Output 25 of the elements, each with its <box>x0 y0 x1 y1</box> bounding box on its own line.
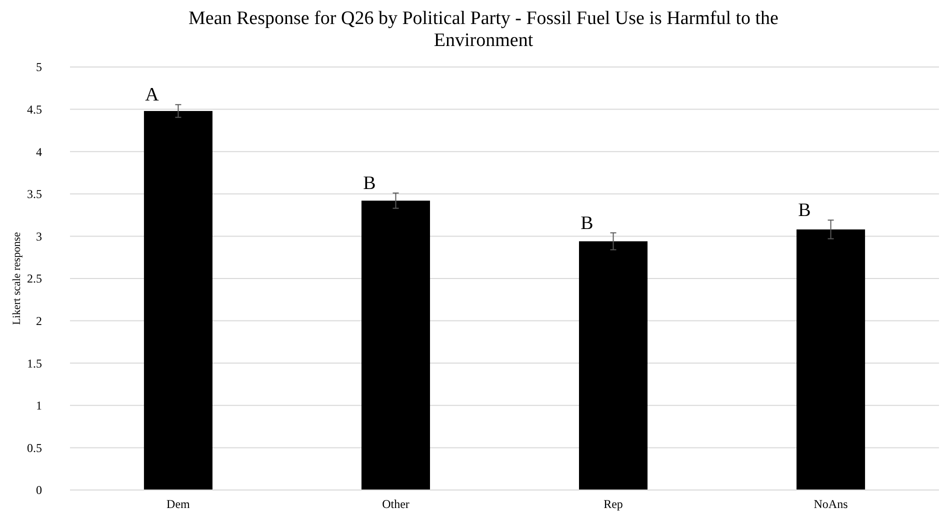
x-tick-label: NoAns <box>814 497 848 511</box>
annotation: B <box>798 200 811 222</box>
bar <box>361 200 430 490</box>
annotation: A <box>145 84 160 106</box>
annotation: B <box>363 173 376 194</box>
x-tick-label: Dem <box>166 497 191 511</box>
x-tick-label: Other <box>382 497 410 511</box>
y-tick-label: 2.5 <box>27 272 42 286</box>
chart-title: Mean Response for Q26 by Political Party - Fossil Fuel Use is Harmful to the Environment <box>188 8 778 51</box>
annotation: B <box>580 212 594 234</box>
bar <box>579 241 648 490</box>
y-tick-label: 1 <box>36 398 42 413</box>
y-axis-title: Likert scale response <box>11 232 23 325</box>
y-tick-label: 3 <box>36 229 42 244</box>
bar <box>796 229 866 490</box>
y-tick-label: 5 <box>36 60 42 74</box>
y-tick-label: 2 <box>36 314 42 328</box>
x-tick-label: Rep <box>604 497 623 511</box>
y-tick-label: 0.5 <box>27 440 42 455</box>
y-tick-label: 4 <box>36 144 42 159</box>
y-tick-label: 4.5 <box>27 102 42 116</box>
bar <box>144 110 212 490</box>
y-tick-label: 0 <box>36 483 42 498</box>
y-tick-label: 1.5 <box>27 356 42 370</box>
y-tick-label: 3.5 <box>27 187 42 202</box>
